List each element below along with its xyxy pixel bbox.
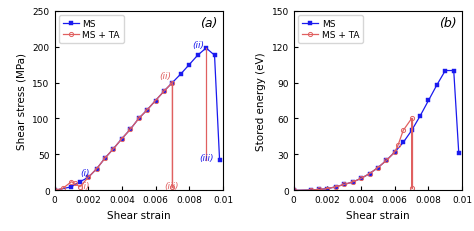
Legend: MS, MS + TA: MS, MS + TA xyxy=(298,16,363,44)
MS + TA xyxy=(308,189,313,191)
MS xyxy=(358,177,364,180)
MS xyxy=(341,183,347,186)
MS xyxy=(456,152,462,155)
MS xyxy=(217,159,222,162)
MS + TA xyxy=(153,100,158,102)
MS xyxy=(401,141,406,144)
X-axis label: Shear strain: Shear strain xyxy=(107,210,171,220)
MS + TA xyxy=(110,148,116,150)
Text: (b): (b) xyxy=(439,17,457,30)
Y-axis label: Shear stress (MPa): Shear stress (MPa) xyxy=(17,53,27,149)
Text: (i): (i) xyxy=(81,181,90,190)
MS + TA xyxy=(333,185,338,188)
Text: (i): (i) xyxy=(81,168,90,177)
MS xyxy=(409,130,414,132)
MS xyxy=(136,118,142,120)
MS xyxy=(153,100,158,102)
MS xyxy=(178,73,184,76)
MS + TA xyxy=(170,82,175,85)
MS + TA xyxy=(128,128,133,131)
MS xyxy=(383,159,389,162)
Line: MS: MS xyxy=(53,47,222,193)
MS xyxy=(161,90,167,93)
Line: MS: MS xyxy=(292,69,461,193)
MS xyxy=(316,188,322,191)
MS xyxy=(52,189,57,192)
MS + TA xyxy=(85,176,91,179)
MS xyxy=(170,82,175,85)
MS + TA xyxy=(77,185,82,188)
MS xyxy=(375,167,381,169)
MS + TA xyxy=(136,118,142,120)
MS + TA xyxy=(401,130,406,132)
MS + TA xyxy=(409,118,414,120)
MS + TA xyxy=(72,182,78,185)
MS xyxy=(212,55,218,57)
MS xyxy=(77,181,82,183)
Text: (iii): (iii) xyxy=(164,181,179,190)
MS xyxy=(426,100,431,102)
MS xyxy=(102,157,108,160)
MS + TA xyxy=(350,181,356,184)
MS xyxy=(119,138,125,140)
MS xyxy=(85,176,91,179)
MS xyxy=(195,55,201,57)
MS + TA xyxy=(316,188,322,191)
MS + TA xyxy=(60,187,66,190)
MS xyxy=(308,189,313,191)
MS + TA xyxy=(367,173,373,175)
MS xyxy=(434,84,440,87)
MS xyxy=(451,70,456,73)
Line: MS + TA: MS + TA xyxy=(53,81,174,193)
MS + TA xyxy=(94,168,100,170)
MS + TA xyxy=(392,151,398,154)
Text: (iii): (iii) xyxy=(200,154,214,162)
Y-axis label: Stored energy (eV): Stored energy (eV) xyxy=(256,52,266,150)
MS + TA xyxy=(375,167,381,169)
MS + TA xyxy=(119,138,125,140)
MS + TA xyxy=(144,109,150,112)
Line: MS + TA: MS + TA xyxy=(292,117,414,193)
MS xyxy=(186,64,192,67)
Text: (ii): (ii) xyxy=(192,40,205,49)
X-axis label: Shear strain: Shear strain xyxy=(346,210,410,220)
MS xyxy=(392,151,398,154)
MS xyxy=(69,185,74,188)
MS xyxy=(94,168,100,170)
MS + TA xyxy=(409,187,414,190)
Text: (ii): (ii) xyxy=(159,72,171,81)
MS + TA xyxy=(161,90,167,93)
MS + TA xyxy=(52,189,57,192)
Legend: MS, MS + TA: MS, MS + TA xyxy=(59,16,124,44)
MS + TA xyxy=(325,187,330,190)
MS + TA xyxy=(291,189,297,192)
MS xyxy=(417,115,423,118)
MS xyxy=(110,148,116,150)
MS + TA xyxy=(341,183,347,186)
MS xyxy=(350,181,356,184)
MS xyxy=(333,185,338,188)
MS + TA xyxy=(102,157,108,160)
MS xyxy=(128,128,133,131)
MS xyxy=(325,187,330,190)
MS xyxy=(291,189,297,192)
Text: (a): (a) xyxy=(201,17,218,30)
MS + TA xyxy=(383,159,389,162)
MS + TA xyxy=(358,177,364,180)
MS + TA xyxy=(395,144,401,147)
MS xyxy=(144,109,150,112)
MS xyxy=(203,47,209,50)
MS + TA xyxy=(170,185,175,188)
MS xyxy=(442,70,448,73)
MS + TA xyxy=(69,181,74,183)
MS xyxy=(367,173,373,175)
